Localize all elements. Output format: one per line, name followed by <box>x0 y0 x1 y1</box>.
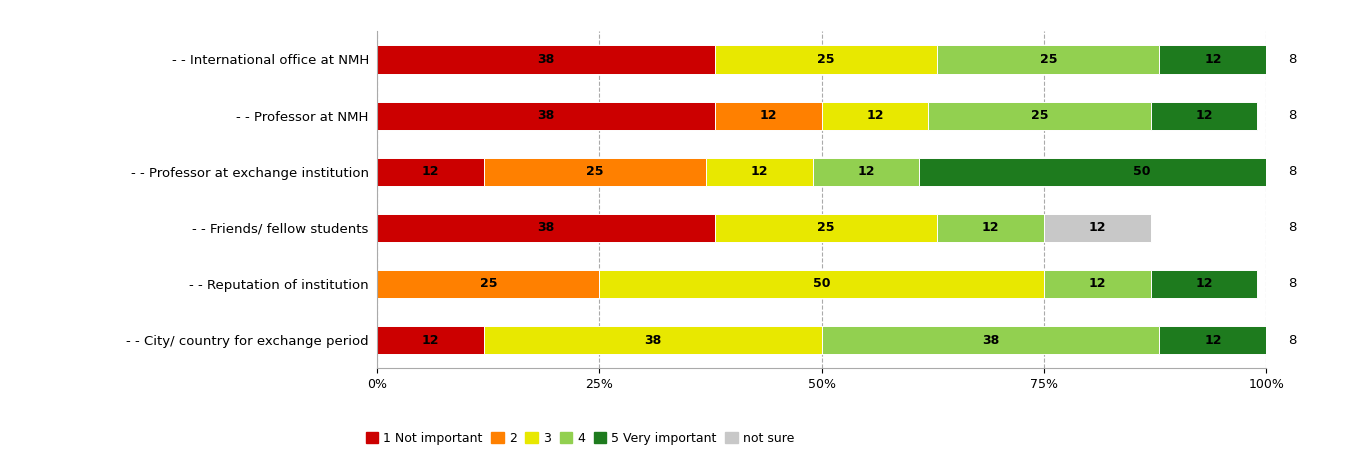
Text: 12: 12 <box>422 165 439 178</box>
Bar <box>377 158 484 186</box>
Bar <box>822 326 1160 354</box>
Text: 25: 25 <box>818 221 835 234</box>
Bar <box>812 158 920 186</box>
Text: 12: 12 <box>1088 277 1106 291</box>
Bar <box>938 45 1160 74</box>
Text: 12: 12 <box>422 334 439 347</box>
Bar <box>715 214 938 242</box>
Text: 8: 8 <box>1288 334 1297 347</box>
Text: 8: 8 <box>1288 221 1297 234</box>
Bar <box>599 270 1044 298</box>
Text: 12: 12 <box>866 109 884 122</box>
Text: 50: 50 <box>1133 165 1150 178</box>
Text: 38: 38 <box>537 221 555 234</box>
Bar <box>484 326 822 354</box>
Legend: 1 Not important, 2, 3, 4, 5 Very important, not sure: 1 Not important, 2, 3, 4, 5 Very importa… <box>365 431 795 445</box>
Text: 25: 25 <box>1030 109 1048 122</box>
Bar <box>377 270 599 298</box>
Bar <box>822 101 928 130</box>
Text: 12: 12 <box>858 165 874 178</box>
Text: 38: 38 <box>644 334 661 347</box>
Text: 12: 12 <box>750 165 768 178</box>
Text: 25: 25 <box>480 277 497 291</box>
Text: 38: 38 <box>982 334 999 347</box>
Text: 12: 12 <box>982 221 999 234</box>
Text: 25: 25 <box>818 53 835 66</box>
Bar <box>1150 270 1257 298</box>
Bar <box>377 45 715 74</box>
Bar <box>484 158 706 186</box>
Text: 8: 8 <box>1288 165 1297 178</box>
Bar <box>1160 326 1266 354</box>
Bar <box>1150 101 1257 130</box>
Text: 12: 12 <box>1088 221 1106 234</box>
Bar <box>715 45 938 74</box>
Text: 25: 25 <box>1040 53 1057 66</box>
Bar <box>715 101 822 130</box>
Text: 25: 25 <box>586 165 603 178</box>
Text: 38: 38 <box>537 53 555 66</box>
Text: 12: 12 <box>1195 277 1212 291</box>
Text: 12: 12 <box>760 109 777 122</box>
Bar <box>377 214 715 242</box>
Text: 50: 50 <box>814 277 830 291</box>
Bar <box>377 101 715 130</box>
Bar <box>1044 270 1150 298</box>
Text: 8: 8 <box>1288 53 1297 66</box>
Bar <box>706 158 812 186</box>
Text: 12: 12 <box>1195 109 1212 122</box>
Bar <box>1044 214 1150 242</box>
Text: 8: 8 <box>1288 109 1297 122</box>
Bar <box>920 158 1347 186</box>
Text: 12: 12 <box>1204 334 1222 347</box>
Bar <box>1160 45 1266 74</box>
Text: 38: 38 <box>537 109 555 122</box>
Text: 12: 12 <box>1204 53 1222 66</box>
Bar <box>377 326 484 354</box>
Bar <box>928 101 1150 130</box>
Text: 8: 8 <box>1288 277 1297 291</box>
Bar <box>938 214 1044 242</box>
